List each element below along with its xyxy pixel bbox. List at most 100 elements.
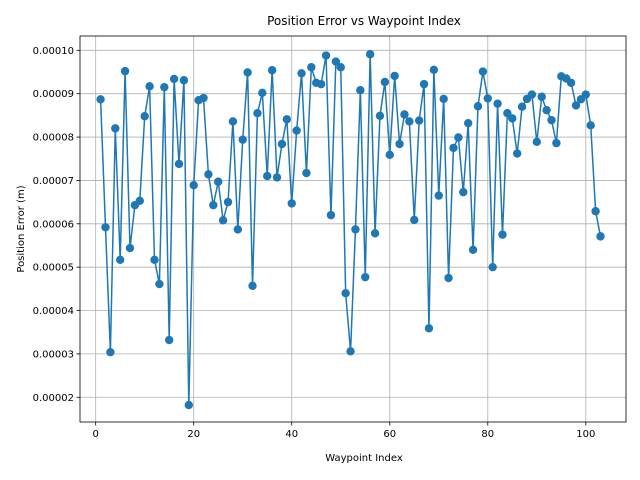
data-point [189,181,198,190]
data-point [233,225,243,234]
data-point [174,159,184,169]
data-point [508,114,517,123]
data-point [419,79,429,89]
data-point [336,63,345,72]
data-point [302,168,311,178]
x-tick-label: 20 [187,429,200,440]
data-point [390,71,399,81]
data-point [512,149,522,158]
y-tick-label: 0.00010 [33,46,74,57]
data-point [282,115,292,124]
data-point [542,105,551,115]
data-point [218,216,228,225]
data-point [253,109,262,118]
data-point [424,324,434,333]
data-point [429,65,439,75]
data-point [581,90,591,99]
data-point [478,67,488,76]
chart-title: Position Error vs Waypoint Index [267,14,461,28]
data-point [385,150,394,160]
y-tick-label: 0.00002 [33,393,74,404]
y-tick-label: 0.00003 [33,349,74,360]
y-tick-label: 0.00006 [33,219,74,230]
data-point [258,88,267,98]
data-point [596,232,605,241]
data-point [552,138,561,148]
data-point [410,215,419,225]
data-point [96,95,105,104]
data-point [204,170,213,179]
data-point [365,50,375,59]
x-axis-label: Waypoint Index [325,453,403,464]
data-point [316,79,326,89]
data-point [375,111,385,121]
data-point [326,210,336,220]
y-axis-label: Position Error (m) [16,185,27,272]
data-point [214,177,223,186]
data-point [454,133,463,142]
data-point [111,124,120,133]
ticks: 0 20 40 60 80 100 0.00002 0.00003 0.00004 0.00005… [33,46,596,440]
y-tick-label: 0.00008 [33,133,74,144]
data-point [209,200,218,210]
data-point [547,115,556,125]
plot-area: 0 20 40 60 80 100 0.00002 0.00003 0.00004 0.00005… [33,35,627,440]
data-point [179,76,189,85]
x-tick-label: 40 [285,429,298,440]
data-point [591,207,600,216]
data-point [106,347,115,357]
data-point [527,90,537,99]
y-tick-label: 0.00007 [33,176,74,187]
y-tick-label: 0.00009 [33,89,74,100]
data-point [493,99,502,108]
data-point [297,69,306,78]
data-point [483,94,492,103]
plot-frame [79,35,627,423]
data-point [277,139,287,149]
data-point [346,347,355,356]
data-point [135,196,144,206]
data-point [498,230,507,239]
data-point [165,335,174,345]
data-point [125,243,135,253]
data-point [272,173,282,182]
data-point [586,121,595,130]
data-point [532,137,541,147]
data-point [380,77,390,87]
data-point [463,118,473,128]
data-point [400,110,409,119]
data-point [468,245,478,255]
data-point [459,187,468,197]
data-point [155,279,164,289]
data-point [449,143,458,153]
data-point [571,101,581,110]
data-point [120,66,130,76]
data-point [140,112,149,121]
data-point [405,117,414,126]
data-point [199,93,208,103]
data-point [223,197,233,207]
y-tick-label: 0.00004 [33,306,74,317]
data-point [145,82,154,91]
data-point [517,102,527,111]
data-point [341,288,350,298]
data-point [243,68,252,77]
data-point [488,262,497,272]
data-point [395,139,404,149]
data-point [473,102,483,111]
data-point [169,74,179,84]
data-point [263,171,272,181]
data-point [160,82,169,92]
data-point [321,51,331,60]
data-point [238,135,247,144]
y-tick-label: 0.00005 [33,263,74,274]
data-point [356,86,365,95]
series-layer [96,50,605,410]
data-point [414,116,424,125]
data-point [184,400,194,410]
data-point [150,255,159,264]
data-point [267,66,277,75]
x-tick-label: 60 [383,429,396,440]
data-point [331,57,341,66]
